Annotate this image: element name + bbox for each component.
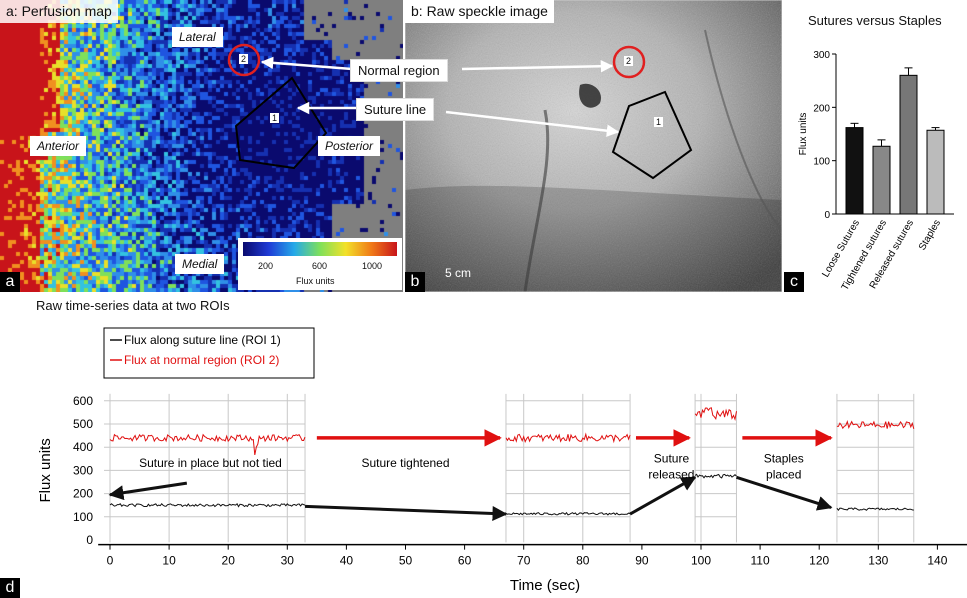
bar-y-tick-label: 300 bbox=[813, 50, 830, 61]
ts-legend: Flux along suture line (ROI 1) Flux at no… bbox=[103, 327, 315, 379]
ts-x-tick-label: 90 bbox=[635, 554, 649, 568]
ts-y-tick-label: 600 bbox=[73, 394, 93, 408]
ts-x-tick-label: 120 bbox=[809, 554, 829, 568]
roi-2-circle bbox=[227, 43, 261, 77]
annotation-0: Suture in place but not tied bbox=[139, 456, 282, 470]
roi-2-label-b: 2 bbox=[624, 56, 634, 66]
bar-0 bbox=[845, 127, 864, 215]
panel-a-title: a: Perfusion map bbox=[0, 0, 118, 23]
roi-1-label-b: 1 bbox=[654, 117, 664, 127]
bar-y-axis-label: Flux units bbox=[798, 113, 809, 156]
panel-a-perfusion-map: a: Perfusion map Lateral Anterior Poster… bbox=[0, 0, 403, 292]
panel-a-overlay bbox=[227, 43, 328, 170]
ts-x-tick-label: 20 bbox=[222, 554, 236, 568]
series-0-segment-1 bbox=[505, 511, 631, 516]
ts-x-tick-label: 70 bbox=[517, 554, 531, 568]
ts-x-axis-label: Time (sec) bbox=[510, 577, 580, 594]
bar-chart-title: Sutures versus Staples bbox=[808, 13, 942, 28]
ts-y-tick-label: 100 bbox=[73, 510, 93, 524]
colorbar-tick-600: 600 bbox=[312, 261, 328, 271]
time-series-svg: 0 10 20 30 40 50 60 70 80 90 100 110 120 130 140 0 100 20… bbox=[37, 327, 967, 594]
ts-x-tick-label: 0 bbox=[107, 554, 114, 568]
bar-y-tick-label: 0 bbox=[824, 210, 830, 221]
annotation-2: Suture bbox=[654, 451, 690, 465]
legend-box bbox=[103, 327, 315, 379]
ts-x-tick-label: 100 bbox=[691, 554, 711, 568]
label-lateral: Lateral bbox=[172, 27, 223, 47]
ts-x-tick-label: 50 bbox=[399, 554, 413, 568]
black-arrow-1 bbox=[629, 476, 697, 516]
series-1-segment-0 bbox=[109, 433, 306, 455]
bar-category-label: Staples bbox=[917, 218, 943, 252]
ts-x-tick-label: 110 bbox=[751, 554, 770, 568]
speckle-image bbox=[405, 0, 782, 292]
callout-suture-line: Suture line bbox=[356, 98, 435, 121]
black-arrow-2 bbox=[736, 475, 833, 511]
annotation-3: Staples bbox=[764, 451, 804, 465]
bar-3 bbox=[926, 129, 945, 215]
panel-b-title: b: Raw speckle image bbox=[405, 0, 554, 23]
panel-b-raw-speckle: b: Raw speckle image 2 1 5 cm b bbox=[405, 0, 782, 292]
roi-1-outline-b bbox=[611, 90, 693, 180]
colorbar-tick-200: 200 bbox=[258, 261, 274, 271]
ts-x-tick-label: 40 bbox=[340, 554, 354, 568]
scale-label: 5 cm bbox=[445, 266, 472, 280]
ts-y-tick-label: 500 bbox=[73, 417, 93, 431]
panel-a-letter: a bbox=[0, 272, 20, 292]
label-anterior: Anterior bbox=[30, 136, 87, 156]
bar-y-tick-label: 200 bbox=[813, 103, 830, 114]
series-1-segment-3 bbox=[836, 419, 915, 430]
roi-1-label: 1 bbox=[270, 113, 280, 123]
label-medial: Medial bbox=[175, 254, 225, 274]
ts-y-tick-label: 200 bbox=[73, 487, 93, 501]
panel-d-letter: d bbox=[0, 578, 20, 598]
ts-x-tick-label: 130 bbox=[868, 554, 888, 568]
annotation-2: released bbox=[648, 467, 694, 481]
ts-x-tick-label: 140 bbox=[927, 554, 947, 568]
bar-2 bbox=[899, 74, 918, 215]
ts-y-tick-label: 0 bbox=[86, 533, 93, 547]
colorbar bbox=[243, 242, 397, 256]
black-arrow-0 bbox=[304, 504, 508, 521]
colorbar-label: Flux units bbox=[296, 276, 335, 286]
legend-entry-0: Flux along suture line (ROI 1) bbox=[124, 333, 281, 347]
ts-y-tick-label: 400 bbox=[73, 440, 93, 454]
legend-entry-1: Flux at normal region (ROI 2) bbox=[124, 353, 279, 367]
series-0-segment-0 bbox=[109, 503, 306, 508]
roi-2-circle-b bbox=[612, 45, 646, 79]
panel-b-letter: b bbox=[405, 272, 425, 292]
series-1-segment-1 bbox=[505, 432, 631, 444]
ts-x-tick-label: 60 bbox=[458, 554, 472, 568]
callout-normal-region: Normal region bbox=[350, 59, 448, 82]
panel-c-letter: c bbox=[784, 272, 804, 292]
ts-x-tick-label: 80 bbox=[576, 554, 590, 568]
bar-y-tick-label: 100 bbox=[813, 157, 830, 168]
ts-y-axis-label: Flux units bbox=[37, 438, 54, 502]
roi-2-label: 2 bbox=[239, 54, 249, 64]
series-1-segment-2 bbox=[694, 407, 737, 421]
label-posterior: Posterior bbox=[318, 136, 381, 156]
bar-1 bbox=[872, 145, 891, 215]
black-arrow-start bbox=[108, 481, 188, 501]
annotation-3: placed bbox=[766, 467, 801, 481]
ts-x-tick-label: 10 bbox=[162, 554, 176, 568]
colorbar-tick-1000: 1000 bbox=[362, 261, 383, 271]
series-0-segment-3 bbox=[836, 507, 914, 512]
roi-1-outline bbox=[234, 76, 328, 170]
ts-x-tick-label: 30 bbox=[281, 554, 295, 568]
series-0-segment-2 bbox=[694, 473, 737, 479]
annotation-1: Suture tightened bbox=[361, 456, 449, 470]
colorbar-box: 200 600 1000 Flux units bbox=[238, 238, 402, 290]
ts-y-tick-label: 300 bbox=[73, 463, 93, 477]
time-series-title: Raw time-series data at two ROIs bbox=[36, 298, 230, 313]
